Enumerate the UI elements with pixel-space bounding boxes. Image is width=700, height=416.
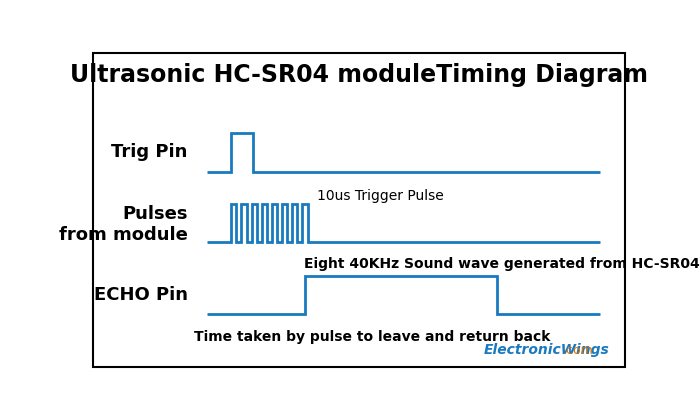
Text: Ultrasonic HC-SR04 moduleTiming Diagram: Ultrasonic HC-SR04 moduleTiming Diagram <box>70 63 648 87</box>
Text: .com: .com <box>562 344 593 357</box>
Text: Time taken by pulse to leave and return back: Time taken by pulse to leave and return … <box>194 330 550 344</box>
Text: Pulses
from module: Pulses from module <box>59 205 188 244</box>
Text: Eight 40KHz Sound wave generated from HC-SR04: Eight 40KHz Sound wave generated from HC… <box>304 257 700 270</box>
Text: ECHO Pin: ECHO Pin <box>94 286 188 304</box>
Text: 10us Trigger Pulse: 10us Trigger Pulse <box>317 189 444 203</box>
Text: ElectronicWings: ElectronicWings <box>484 344 609 357</box>
Text: Trig Pin: Trig Pin <box>111 144 188 161</box>
